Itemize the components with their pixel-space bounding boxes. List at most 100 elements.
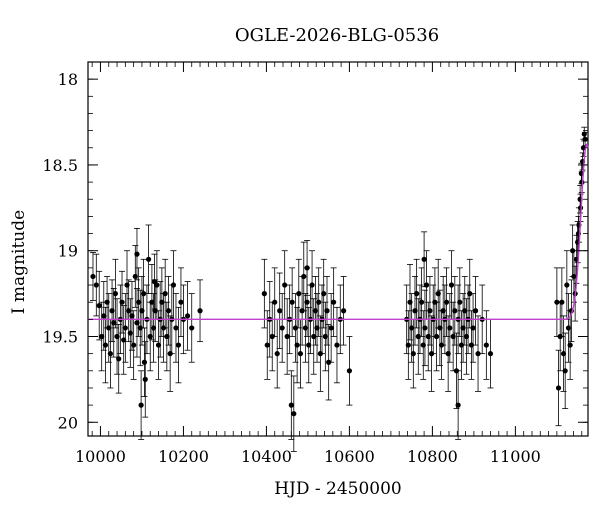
y-tick-label: 18.5 [42, 156, 78, 175]
data-marker [564, 282, 570, 288]
data-point [279, 293, 286, 363]
data-marker [112, 291, 118, 297]
data-marker [142, 376, 148, 382]
data-marker [277, 308, 283, 314]
data-point [451, 276, 458, 346]
data-marker [173, 325, 179, 331]
data-point [151, 253, 158, 310]
data-point [109, 279, 116, 343]
data-point [96, 270, 103, 341]
chart-title: OGLE-2026-BLG-0536 [235, 25, 439, 46]
data-point [328, 293, 335, 363]
data-marker [119, 299, 125, 305]
data-marker [457, 299, 463, 305]
data-point [456, 267, 463, 337]
data-marker [421, 256, 427, 262]
y-tick-label: 19.5 [42, 327, 78, 346]
data-marker [288, 402, 294, 408]
data-point [145, 224, 152, 295]
data-marker [294, 342, 300, 348]
data-marker [447, 325, 453, 331]
data-marker [582, 136, 588, 142]
data-point [421, 231, 428, 288]
data-marker [282, 282, 288, 288]
data-point [288, 370, 295, 440]
data-point [115, 324, 122, 394]
data-point [290, 375, 297, 452]
data-marker [162, 291, 168, 297]
data-point [466, 258, 473, 329]
y-axis-title: I magnitude [9, 210, 29, 314]
x-tick-label: 10400 [241, 447, 292, 466]
data-point [184, 281, 191, 351]
data-marker [422, 325, 428, 331]
y-tick-label: 19 [58, 242, 78, 261]
data-point [162, 258, 169, 329]
data-point [330, 267, 337, 337]
data-point [119, 270, 126, 334]
data-marker [567, 342, 573, 348]
data-point [565, 293, 572, 363]
data-marker [197, 308, 203, 314]
data-marker [291, 411, 297, 417]
data-marker [297, 351, 304, 357]
data-marker [141, 291, 147, 297]
data-point [172, 293, 179, 363]
data-marker [301, 273, 307, 280]
data-marker [443, 299, 450, 305]
data-marker [138, 402, 144, 408]
data-point [261, 258, 268, 329]
plot-frame [87, 61, 589, 437]
data-marker [414, 291, 420, 297]
data-point [555, 349, 562, 427]
data-marker [304, 299, 310, 305]
data-marker [405, 342, 411, 348]
data-point [147, 301, 154, 372]
data-marker [274, 351, 280, 357]
data-marker [470, 325, 476, 331]
x-tick-label: 10800 [407, 447, 458, 466]
data-point [436, 289, 443, 367]
data-point [142, 341, 149, 418]
data-point [304, 240, 311, 296]
data-marker [107, 351, 114, 357]
data-marker [304, 265, 310, 271]
data-marker [554, 299, 560, 305]
data-marker [346, 368, 353, 374]
data-point [107, 318, 114, 389]
data-marker [433, 333, 440, 340]
data-marker [334, 342, 340, 348]
data-marker [264, 342, 270, 348]
data-point [120, 305, 127, 375]
data-point [177, 267, 184, 337]
data-marker [487, 351, 494, 357]
data-point [295, 258, 302, 329]
data-marker [324, 308, 330, 314]
data-point [472, 276, 479, 346]
data-point [435, 258, 442, 329]
data-marker [321, 291, 327, 297]
data-point [346, 336, 353, 406]
data-marker [175, 342, 182, 348]
data-marker [448, 282, 455, 288]
data-point [289, 267, 296, 337]
data-marker [99, 333, 105, 340]
data-marker [427, 308, 433, 314]
data-marker [555, 385, 562, 391]
data-marker [151, 278, 157, 285]
data-point [562, 332, 569, 409]
data-marker [475, 351, 481, 357]
data-point [483, 310, 490, 380]
data-point [122, 293, 129, 363]
data-point [475, 315, 482, 392]
data-marker [93, 282, 99, 288]
data-point [98, 301, 105, 372]
data-point [197, 279, 204, 343]
data-point [104, 276, 111, 329]
data-point [553, 267, 560, 337]
data-point [93, 253, 100, 317]
data-point [582, 131, 589, 147]
data-marker [165, 308, 172, 314]
data-point [89, 252, 96, 301]
